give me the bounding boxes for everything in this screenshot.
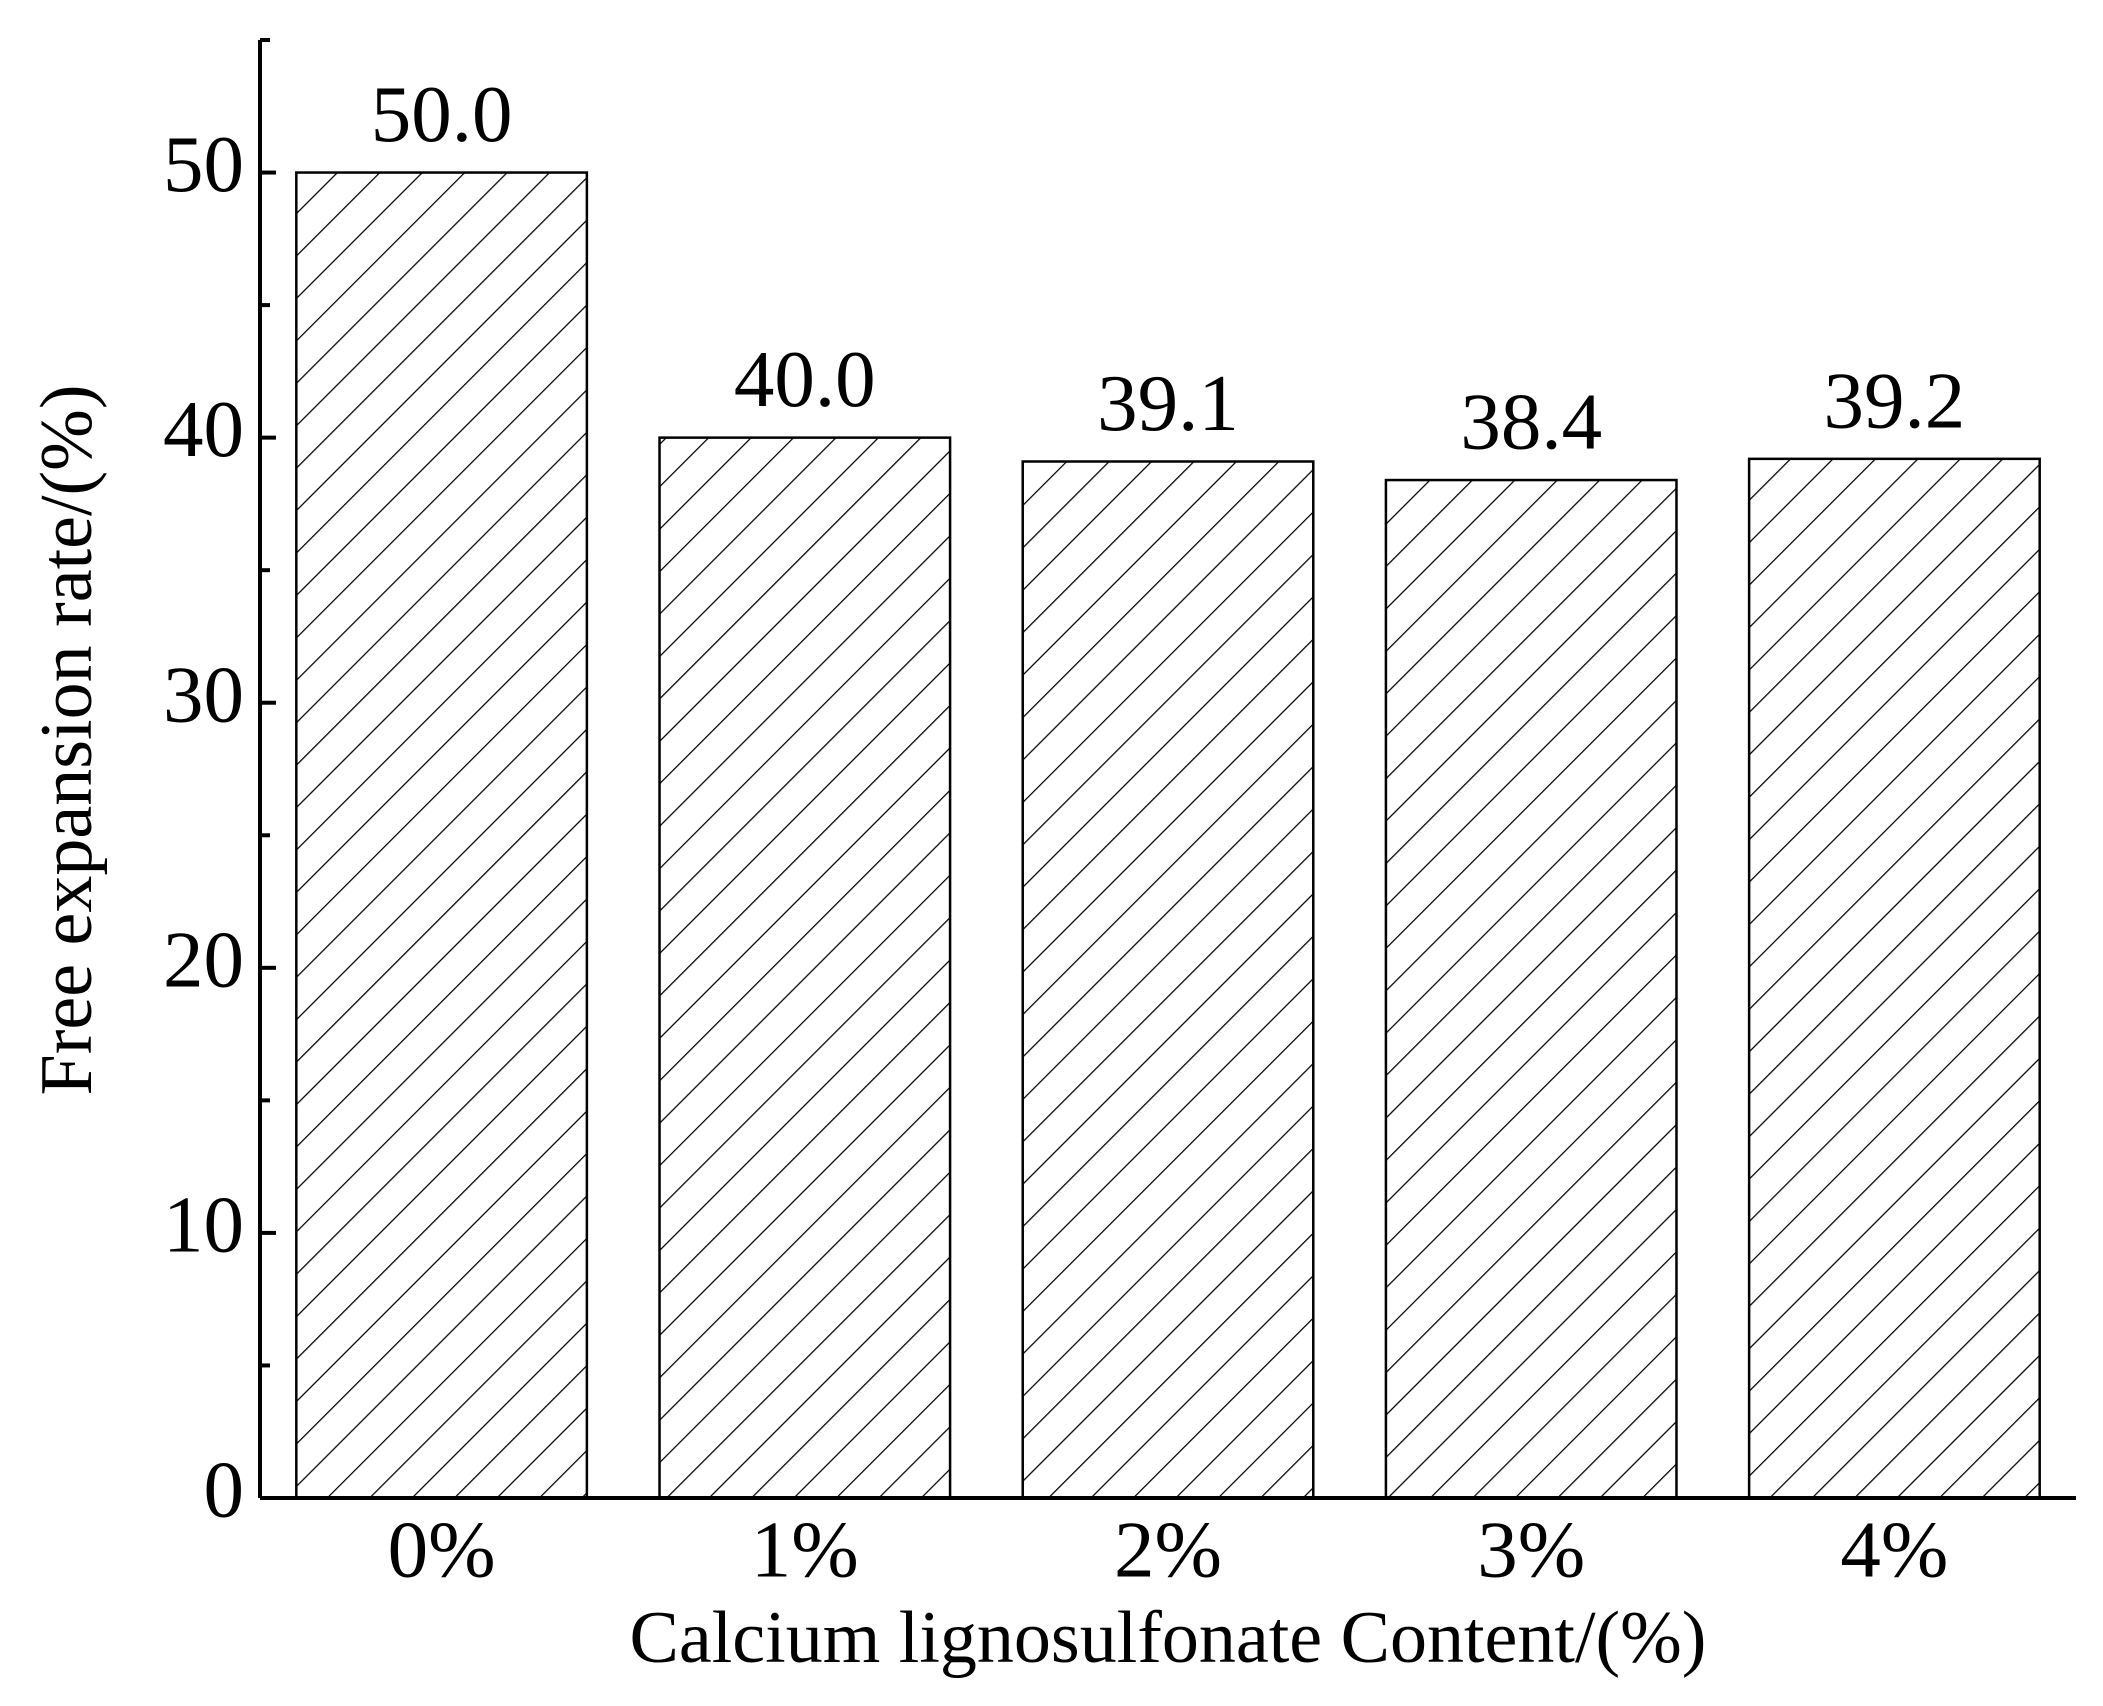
value-label: 38.4 <box>1460 377 1602 467</box>
bar <box>1747 457 2041 1500</box>
y-tick-label: 0 <box>204 1445 245 1535</box>
y-tick-label: 40 <box>163 384 244 474</box>
value-label: 50.0 <box>371 69 513 159</box>
y-tick-label: 50 <box>163 119 244 209</box>
bar <box>1384 478 1678 1500</box>
x-tick-label: 4% <box>1840 1505 1948 1595</box>
x-axis-title: Calcium lignosulfonate Content/(%) <box>630 1597 1707 1679</box>
y-axis-title: Free expansion rate/(%) <box>26 385 108 1096</box>
value-label: 39.1 <box>1097 358 1239 448</box>
y-tick-label: 20 <box>163 914 244 1004</box>
value-label: 40.0 <box>734 334 876 424</box>
x-tick-label: 1% <box>751 1505 859 1595</box>
bar <box>1021 460 1315 1500</box>
x-tick-label: 0% <box>388 1505 496 1595</box>
y-tick-label: 10 <box>163 1180 244 1270</box>
y-tick-label: 30 <box>163 649 244 739</box>
value-label: 39.2 <box>1824 355 1966 445</box>
bar <box>658 436 952 1500</box>
x-tick-label: 3% <box>1477 1505 1585 1595</box>
x-tick-label: 2% <box>1114 1505 1222 1595</box>
bar <box>295 171 589 1500</box>
